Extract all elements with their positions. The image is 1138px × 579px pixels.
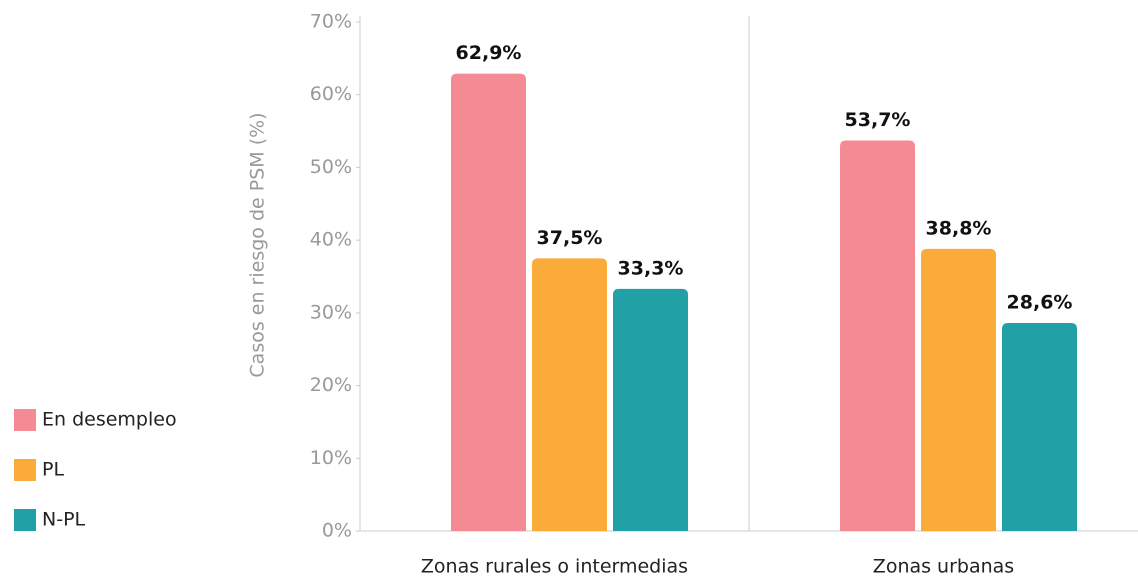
y-tick-label: 50% [310,156,352,178]
value-label: 33,3% [618,257,684,279]
y-tick-label: 70% [310,11,352,33]
value-label: 38,8% [926,217,992,239]
bar [532,258,607,531]
legend-label: En desempleo [42,409,177,431]
value-label: 53,7% [845,109,911,131]
y-tick-label: 40% [310,229,352,251]
bar [840,140,915,531]
x-tick-label: Zonas urbanas [873,556,1014,578]
value-label: 37,5% [537,227,603,249]
y-tick-label: 0% [322,520,352,542]
legend-swatch [14,459,36,481]
y-tick-label: 10% [310,447,352,469]
legend-label: N-PL [42,509,86,531]
y-tick-label: 30% [310,301,352,323]
legend-swatch [14,409,36,431]
bar [1002,323,1077,531]
x-tick-label: Zonas rurales o intermedias [421,556,688,578]
y-axis-label: Casos en riesgo de PSM (%) [247,112,269,377]
y-tick-label: 20% [310,374,352,396]
value-label: 62,9% [456,42,522,64]
legend-swatch [14,509,36,531]
legend-label: PL [42,459,64,481]
value-label: 28,6% [1007,292,1073,314]
bar [613,288,688,531]
bar [921,248,996,531]
y-tick-label: 60% [310,83,352,105]
bar [451,73,526,532]
